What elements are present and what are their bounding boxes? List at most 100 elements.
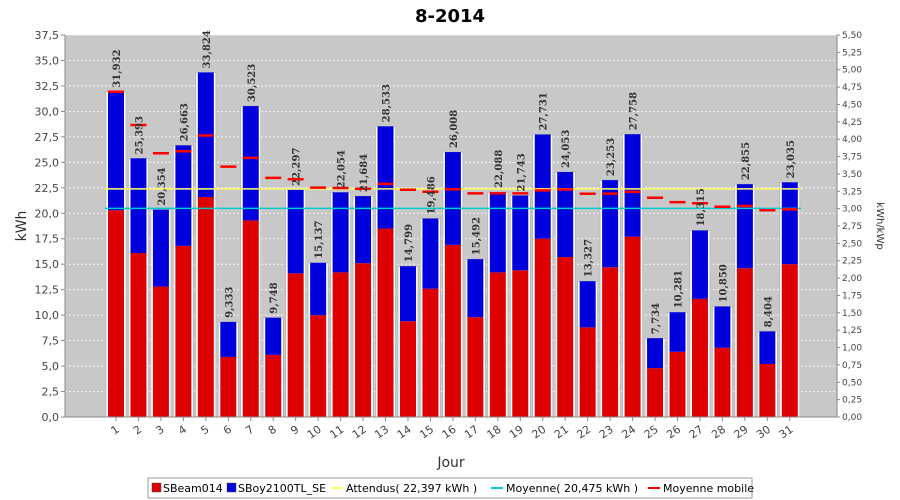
x-tick-label-9: 9 bbox=[288, 423, 301, 438]
bar-sboy-10 bbox=[310, 262, 327, 316]
legend-swatch-sboy bbox=[226, 482, 237, 493]
data-label-14: 14,799 bbox=[404, 224, 415, 262]
legend: SBeam014 SBoy2100TL_SE Attendus( 22,397 … bbox=[147, 477, 754, 499]
data-label-9: 22,297 bbox=[292, 148, 303, 186]
y-tick-label-12: 30,0 bbox=[35, 105, 60, 118]
data-label-1: 31,932 bbox=[112, 49, 123, 87]
x-tick-label-11: 11 bbox=[327, 423, 346, 442]
data-label-18: 22,088 bbox=[494, 150, 505, 188]
y2-tick-label-6: 1,50 bbox=[842, 309, 862, 319]
y2-tick-label-1: 0,25 bbox=[842, 396, 862, 406]
x-tick-label-2: 2 bbox=[131, 423, 144, 438]
bar-sboy-21 bbox=[557, 171, 574, 258]
bar-sboy-11 bbox=[332, 192, 349, 273]
data-label-27: 18,315 bbox=[696, 188, 707, 226]
data-label-30: 8,404 bbox=[763, 296, 774, 327]
x-tick-label-30: 30 bbox=[754, 423, 773, 442]
data-label-26: 10,281 bbox=[674, 270, 685, 308]
bar-sboy-28 bbox=[714, 306, 731, 348]
y-tick-label-11: 27,5 bbox=[35, 131, 60, 144]
legend-label-sboy: SBoy2100TL_SE bbox=[238, 482, 326, 495]
bar-sbeam-18 bbox=[489, 272, 506, 417]
bar-sbeam-20 bbox=[534, 238, 551, 417]
bar-sbeam-23 bbox=[602, 267, 619, 417]
data-label-3: 20,354 bbox=[157, 167, 168, 205]
data-label-28: 10,850 bbox=[718, 264, 729, 302]
bar-sbeam-14 bbox=[399, 321, 416, 417]
bar-sbeam-31 bbox=[781, 264, 798, 417]
data-label-16: 26,008 bbox=[449, 110, 460, 148]
y-tick-label-13: 32,5 bbox=[35, 80, 60, 93]
bar-sbeam-11 bbox=[332, 272, 349, 417]
y-tick-label-5: 12,5 bbox=[35, 284, 60, 297]
y-axis-ticks: 0,0 2,5 5,0 7,5 10,0 12,5 15,0 17,5 20,0 22,5 25,0… bbox=[35, 29, 65, 424]
bar-sboy-19 bbox=[512, 195, 529, 271]
x-tick-label-12: 12 bbox=[350, 423, 369, 442]
legend-label-sbeam: SBeam014 bbox=[163, 482, 223, 495]
y2-tick-label-7: 1,75 bbox=[842, 291, 862, 301]
y-tick-label-10: 25,0 bbox=[35, 156, 60, 169]
reference-lines bbox=[104, 90, 802, 212]
bar-sboy-29 bbox=[736, 184, 753, 269]
bar-sboy-18 bbox=[489, 191, 506, 273]
data-label-12: 21,684 bbox=[359, 154, 370, 192]
data-label-5: 33,824 bbox=[202, 30, 213, 68]
legend-label-expected: Attendus( 22,397 kWh ) bbox=[346, 482, 477, 495]
y-tick-label-6: 15,0 bbox=[35, 258, 60, 271]
y2-tick-label-15: 3,75 bbox=[842, 153, 862, 163]
data-label-15: 19,486 bbox=[426, 176, 437, 214]
y2-tick-label-9: 2,25 bbox=[842, 257, 862, 267]
data-label-19: 21,743 bbox=[516, 153, 527, 191]
bar-sbeam-7 bbox=[242, 220, 259, 417]
data-label-23: 23,253 bbox=[606, 138, 617, 176]
data-labels: 31,932 25,393 20,354 26,663 33,824 9,333 30,52… bbox=[112, 30, 797, 334]
x-tick-label-10: 10 bbox=[305, 423, 324, 442]
x-tick-label-8: 8 bbox=[266, 423, 279, 438]
x-axis-ticks: 1 2 3 4 5 6 7 8 9 10 11 12 13 14 15 16 17 18 19 20 21 22 23 24 2… bbox=[109, 417, 796, 441]
data-label-17: 15,492 bbox=[471, 217, 482, 255]
y2-tick-label-5: 1,25 bbox=[842, 326, 862, 336]
y2-tick-label-3: 0,75 bbox=[842, 361, 862, 371]
legend-label-moving-average: Moyenne mobile bbox=[663, 482, 754, 495]
y2-tick-label-0: 0,00 bbox=[842, 413, 862, 423]
bar-sbeam-13 bbox=[377, 228, 394, 417]
x-tick-label-20: 20 bbox=[530, 423, 549, 442]
legend-box bbox=[147, 477, 753, 499]
bar-sboy-22 bbox=[579, 281, 596, 328]
data-label-25: 7,734 bbox=[651, 303, 662, 334]
x-tick-label-18: 18 bbox=[485, 423, 504, 442]
x-tick-label-24: 24 bbox=[619, 423, 638, 442]
y2-tick-label-22: 5,50 bbox=[842, 31, 862, 41]
x-tick-label-5: 5 bbox=[198, 423, 211, 438]
y2-tick-label-20: 5,00 bbox=[842, 66, 862, 76]
y-tick-label-0: 0,0 bbox=[42, 411, 60, 424]
data-label-11: 22,054 bbox=[337, 150, 348, 188]
x-tick-label-13: 13 bbox=[372, 423, 391, 442]
bar-sbeam-15 bbox=[422, 288, 439, 417]
bar-sboy-1 bbox=[108, 91, 124, 211]
bar-sbeam-5 bbox=[197, 196, 214, 417]
data-label-20: 27,731 bbox=[539, 92, 550, 130]
y2-tick-label-16: 4,00 bbox=[842, 135, 862, 145]
y2-tick-label-21: 5,25 bbox=[842, 48, 862, 58]
x-tick-label-23: 23 bbox=[597, 423, 616, 442]
y2-tick-label-17: 4,25 bbox=[842, 118, 862, 128]
bar-sbeam-12 bbox=[355, 263, 372, 417]
x-tick-label-6: 6 bbox=[221, 423, 234, 438]
x-tick-label-7: 7 bbox=[243, 423, 256, 438]
x-tick-label-27: 27 bbox=[687, 423, 706, 442]
x-tick-label-21: 21 bbox=[552, 423, 571, 442]
bars bbox=[105, 72, 801, 418]
data-label-2: 25,393 bbox=[134, 116, 145, 154]
bar-sboy-8 bbox=[265, 317, 282, 355]
bar-sboy-2 bbox=[130, 158, 147, 253]
y2-tick-label-4: 1,00 bbox=[842, 344, 862, 354]
bar-sboy-23 bbox=[602, 180, 619, 268]
bar-sbeam-1 bbox=[108, 210, 124, 417]
y-tick-label-2: 5,0 bbox=[42, 360, 60, 373]
data-label-21: 24,053 bbox=[561, 130, 572, 168]
bar-sbeam-10 bbox=[310, 315, 327, 417]
bar-sboy-13 bbox=[377, 126, 394, 229]
x-tick-label-1: 1 bbox=[109, 423, 122, 438]
y2-tick-label-2: 0,50 bbox=[842, 378, 862, 388]
